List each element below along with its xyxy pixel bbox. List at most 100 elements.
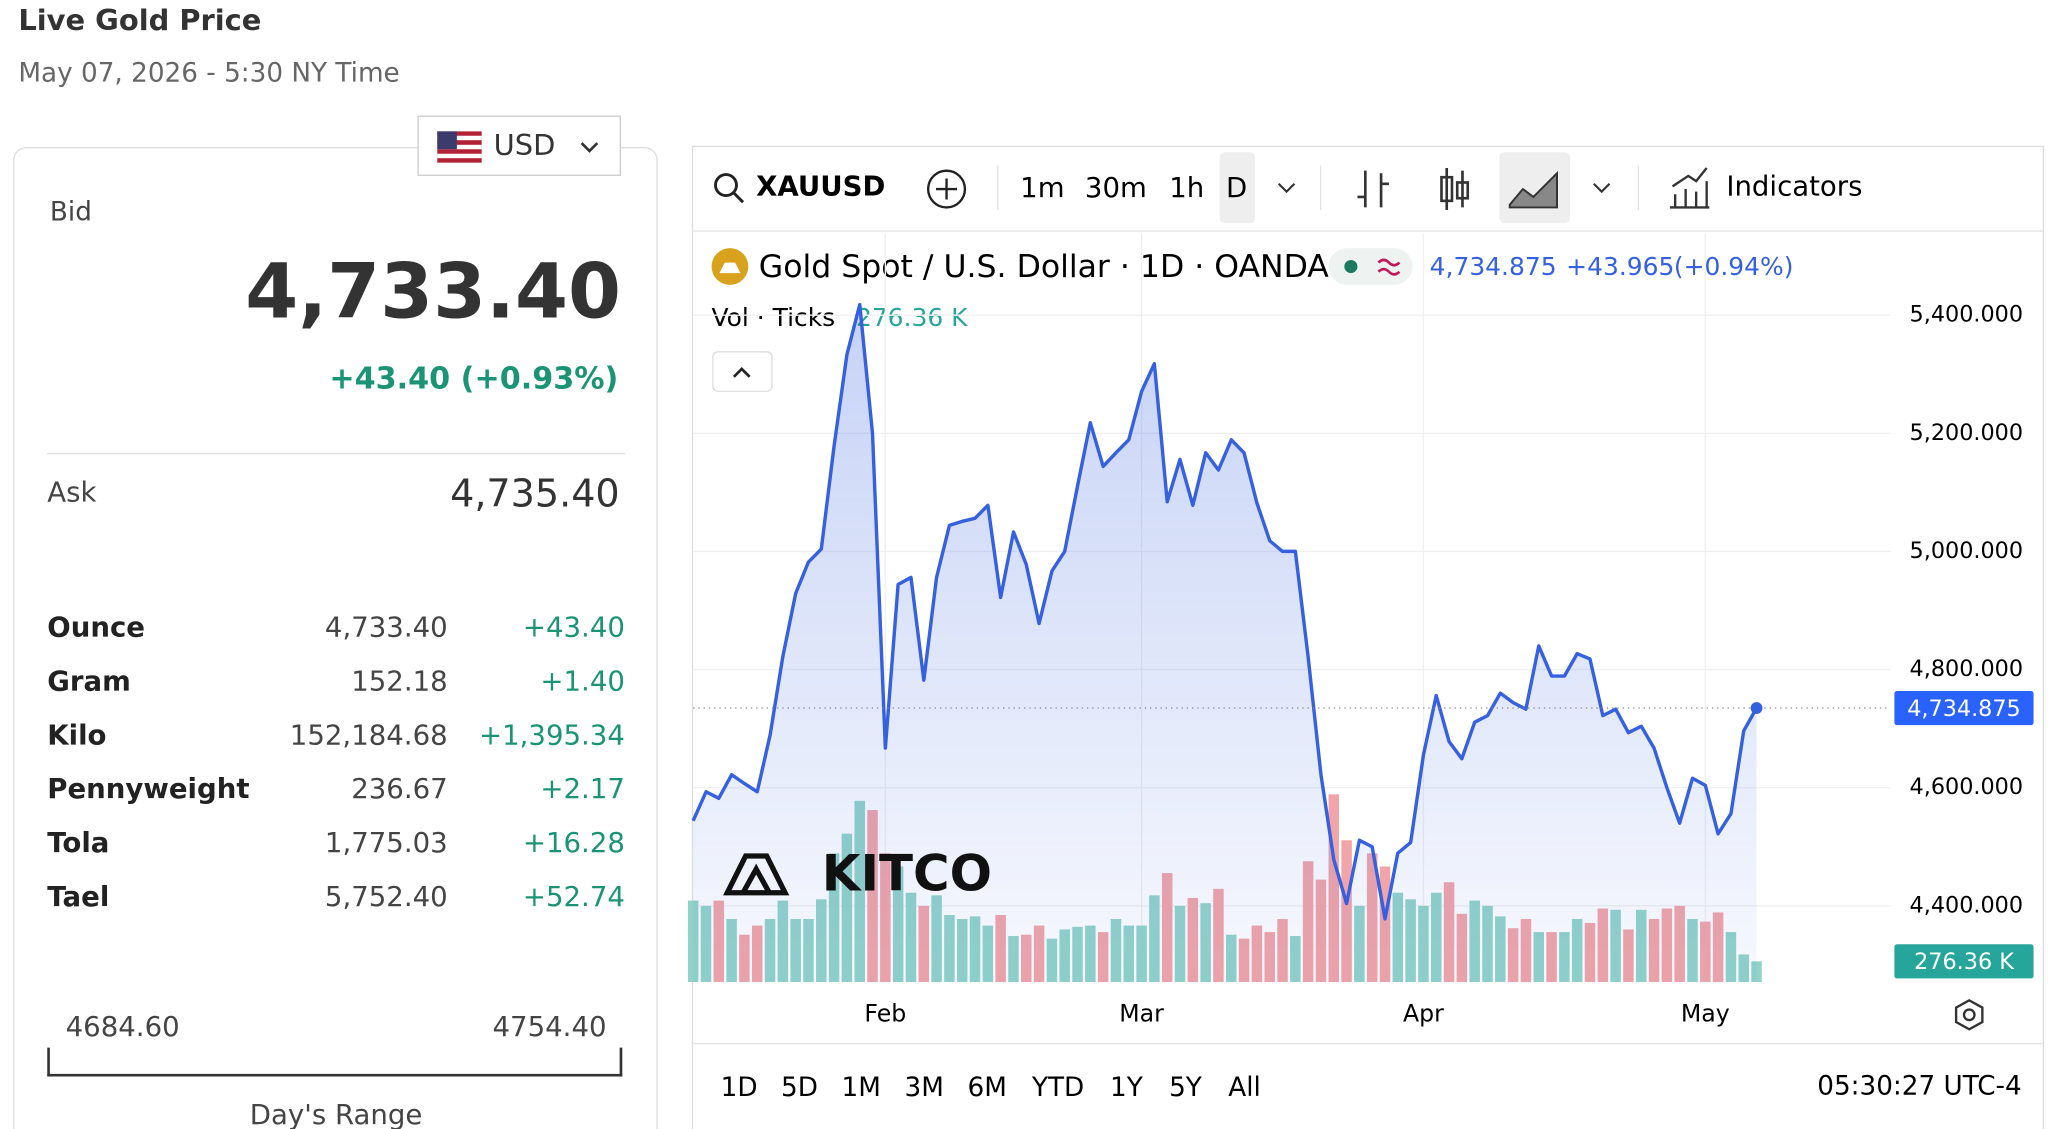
flag-icon [437, 131, 482, 163]
chevron[interactable] [1593, 183, 1611, 194]
chevron[interactable] [1277, 183, 1296, 194]
quote-card [13, 147, 658, 1129]
unit-name: Gram [47, 665, 131, 698]
chevron [580, 142, 599, 153]
unit-name: Tola [47, 827, 110, 859]
unit-name: Tael [47, 880, 110, 913]
bars-icon[interactable] [1357, 170, 1389, 208]
range-high: 4754.40 [492, 1010, 607, 1043]
page-title: Live Gold Price [18, 5, 262, 39]
currency-label: USD [493, 129, 556, 163]
range-button[interactable]: 5D [781, 1073, 818, 1103]
x-tick-label: Mar [1119, 999, 1164, 1027]
range-button[interactable]: 3M [905, 1073, 944, 1103]
range-button[interactable]: 5Y [1169, 1073, 1203, 1103]
volume-title: Vol · Ticks [712, 303, 836, 332]
settings-icon[interactable] [1954, 999, 1984, 1031]
range-button[interactable]: 1D [721, 1073, 758, 1103]
interval-button[interactable]: D [1226, 172, 1247, 204]
currency-select[interactable]: USD [417, 115, 621, 176]
chart-title: Gold Spot / U.S. Dollar · 1D · OANDA [759, 249, 1329, 285]
plot-area [687, 233, 1891, 982]
active-interval-bg [1219, 152, 1256, 224]
y-tick-label: 5,200.000 [1910, 420, 2023, 446]
watermark: KITCO [822, 844, 992, 902]
ask-price: 4,735.40 [450, 471, 620, 516]
symbol[interactable]: XAUUSD [756, 171, 885, 203]
unit-row: Ounce 4,733.40 +43.40 [47, 612, 625, 651]
unit-change: +52.74 [522, 880, 625, 913]
timestamp: May 07, 2026 - 5:30 NY Time [18, 56, 400, 88]
add-button[interactable] [926, 169, 967, 209]
interval-button[interactable]: 30m [1085, 172, 1147, 204]
status-pill [1328, 248, 1413, 285]
unit-name: Pennyweight [47, 773, 250, 805]
range-low: 4684.60 [65, 1010, 180, 1043]
interval-button[interactable]: 1h [1169, 172, 1204, 204]
bid-change: +43.40 (+0.93%) [329, 362, 619, 397]
ask-label: Ask [47, 476, 97, 509]
divider [47, 452, 625, 455]
unit-price: 152,184.68 [289, 719, 448, 751]
volume-badge [1894, 944, 2034, 979]
unit-row: Tael 5,752.40 +52.74 [47, 881, 625, 920]
range-button[interactable]: 1Y [1110, 1073, 1144, 1103]
unit-price: 152.18 [351, 665, 448, 698]
delayed-icon [1377, 258, 1401, 276]
volume-badge-label: 276.36 K [1914, 949, 2015, 975]
range-button[interactable]: All [1228, 1073, 1261, 1103]
y-tick-label: 4,600.000 [1910, 774, 2023, 800]
legend-change-pct: (+0.94%) [1674, 252, 1794, 281]
price-badge [1894, 690, 2034, 726]
symbol-logo-mark [719, 262, 741, 274]
y-tick-label: 5,000.000 [1910, 538, 2023, 564]
collapse-button[interactable] [712, 351, 773, 392]
legend-change: +43.965 [1566, 252, 1674, 281]
unit-price: 5,752.40 [324, 880, 448, 913]
clock: 05:30:27 UTC-4 [1817, 1072, 2021, 1102]
indicators-icon[interactable] [1669, 167, 1710, 209]
unit-row: Kilo 152,184.68 +1,395.34 [47, 719, 625, 758]
y-tick-label: 4,400.000 [1910, 892, 2023, 918]
x-tick-label: Apr [1403, 999, 1444, 1027]
watermark-logo [723, 853, 790, 896]
unit-row: Gram 152.18 +1.40 [47, 666, 625, 705]
range-button[interactable]: YTD [1031, 1073, 1084, 1103]
unit-change: +16.28 [522, 827, 625, 859]
interval-button[interactable]: 1m [1020, 172, 1064, 204]
unit-price: 1,775.03 [324, 827, 448, 859]
y-tick-label: 5,400.000 [1910, 302, 2023, 328]
unit-change: +2.17 [540, 773, 625, 805]
bid-price: 4,733.40 [245, 246, 621, 337]
x-tick-label: Feb [864, 999, 906, 1027]
range-bar [47, 1047, 623, 1077]
active-style-bg [1499, 152, 1571, 224]
market-dot [1344, 259, 1358, 274]
indicators-button[interactable]: Indicators [1726, 171, 1862, 203]
unit-change: +1.40 [540, 665, 625, 698]
range-title: Day's Range [249, 1098, 423, 1129]
volume-legend-value: 276.36 K [856, 303, 968, 332]
unit-name: Ounce [47, 611, 146, 644]
unit-price: 4,733.40 [324, 611, 448, 644]
legend-price: 4,734.875 [1430, 252, 1557, 281]
unit-change: +1,395.34 [479, 719, 625, 751]
unit-name: Kilo [47, 719, 107, 751]
last-point [1750, 702, 1763, 714]
bid-label: Bid [49, 195, 92, 228]
unit-price: 236.67 [351, 773, 448, 805]
unit-row: Tola 1,775.03 +16.28 [47, 827, 625, 866]
price-line [691, 302, 1759, 921]
y-tick-label: 4,800.000 [1910, 656, 2023, 682]
unit-row: Pennyweight 236.67 +2.17 [47, 773, 625, 812]
price-area [693, 304, 1757, 982]
unit-change: +43.40 [522, 611, 625, 644]
candles-icon[interactable] [1440, 168, 1470, 211]
area-icon[interactable] [1508, 170, 1558, 209]
x-tick-label: May [1681, 999, 1730, 1027]
range-button[interactable]: 6M [968, 1073, 1007, 1103]
range-button[interactable]: 1M [842, 1073, 881, 1103]
search-icon[interactable] [714, 173, 745, 204]
